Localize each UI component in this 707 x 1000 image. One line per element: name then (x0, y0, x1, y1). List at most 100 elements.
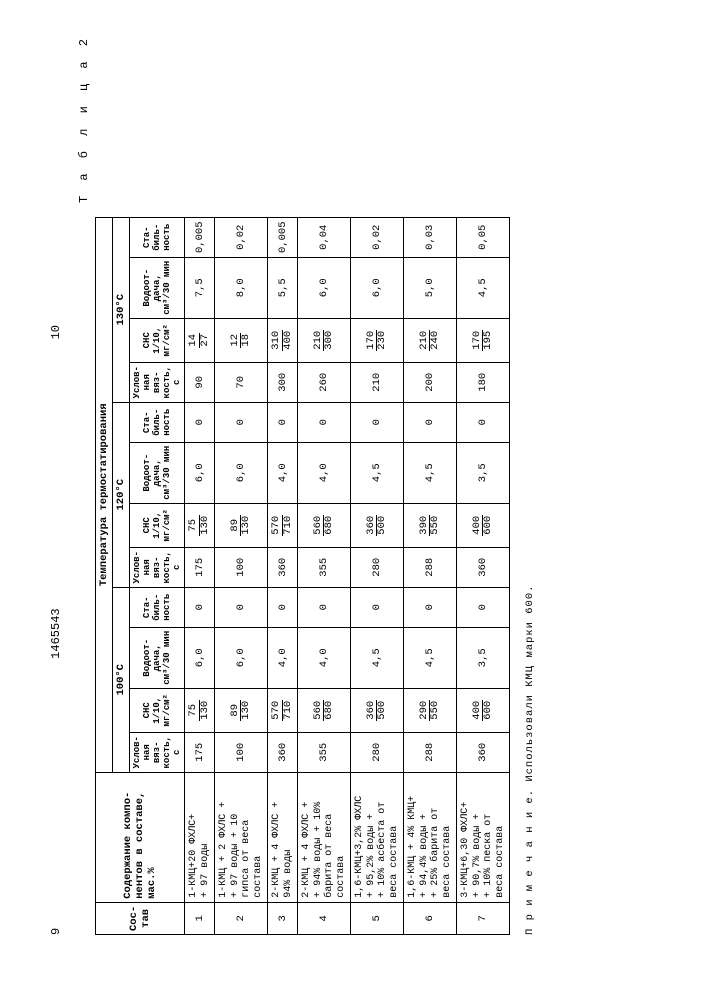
cell-uslov: 180 (456, 362, 509, 402)
cell-stab: 0,005 (267, 217, 297, 257)
col-stab: Ста- биль- ность (129, 587, 184, 627)
cell-uslov: 100 (214, 732, 267, 772)
cell-stab: 0 (403, 402, 456, 442)
col-uslov: Услов- ная вяз- кость, с (129, 547, 184, 587)
cell-uslov: 360 (267, 547, 297, 587)
fraction: 170195 (471, 330, 493, 351)
fraction: 210300 (312, 330, 334, 351)
row-desc: 1-КМЦ+20 ФХЛС+ + 97 воды (184, 772, 214, 902)
cell-chc: 89130 (214, 688, 267, 732)
cell-stab: 0,03 (403, 217, 456, 257)
cell-chc: 75130 (184, 503, 214, 547)
row-number: 2 (214, 902, 267, 934)
fraction: 360500 (365, 515, 387, 536)
cell-uslov: 280 (350, 732, 403, 772)
col-soderzh: Содержание компо- нентов в составе, мас.… (95, 772, 184, 902)
fraction: 390550 (418, 515, 440, 536)
cell-vodo: 4,0 (297, 442, 350, 503)
fraction: 310400 (271, 330, 293, 351)
cell-uslov: 288 (403, 732, 456, 772)
row-desc: 3-КМЦ+6,30 ФХЛС+ + 90,7% воды + + 10% пе… (456, 772, 509, 902)
fraction: 400600 (471, 700, 493, 721)
cell-chc: 75130 (184, 688, 214, 732)
cell-stab: 0 (214, 587, 267, 627)
col-chc: СНС 1/10, мг/см² (129, 503, 184, 547)
footnote: П р и м е ч а н и е. Использовали КМЦ ма… (524, 35, 536, 935)
cell-chc: 400600 (456, 688, 509, 732)
cell-vodo: 6,0 (214, 627, 267, 688)
cell-stab: 0 (297, 402, 350, 442)
cell-uslov: 70 (214, 362, 267, 402)
cell-chc: 560680 (297, 503, 350, 547)
fraction: 89130 (229, 515, 251, 536)
cell-vodo: 6,0 (297, 257, 350, 318)
col-temp: Температура термостатирования (95, 217, 112, 772)
cell-vodo: 6,0 (214, 442, 267, 503)
cell-uslov: 280 (350, 547, 403, 587)
right-page-no: 10 (49, 325, 63, 339)
table-row: 73-КМЦ+6,30 ФХЛС+ + 90,7% воды + + 10% п… (456, 217, 509, 934)
cell-vodo: 4,5 (350, 442, 403, 503)
left-page-no: 9 (49, 928, 63, 935)
fraction: 210240 (418, 330, 440, 351)
cell-uslov: 100 (214, 547, 267, 587)
table-row: 11-КМЦ+20 ФХЛС+ + 97 воды175751306,00175… (184, 217, 214, 934)
cell-uslov: 360 (456, 732, 509, 772)
fraction: 570710 (271, 700, 293, 721)
cell-chc: 360500 (350, 688, 403, 732)
cell-stab: 0 (456, 587, 509, 627)
table-title: Т а б л и ц а 2 (77, 35, 91, 935)
col-vodo: Водоот- дача, см³/30 мин (129, 257, 184, 318)
cell-vodo: 4,5 (350, 627, 403, 688)
cell-chc: 210240 (403, 318, 456, 362)
cell-uslov: 355 (297, 732, 350, 772)
cell-chc: 310400 (267, 318, 297, 362)
fraction: 75130 (188, 515, 210, 536)
row-number: 5 (350, 902, 403, 934)
cell-vodo: 6,0 (350, 257, 403, 318)
data-table: Сос- тав Содержание компо- нентов в сост… (95, 217, 510, 935)
cell-chc: 89130 (214, 503, 267, 547)
cell-vodo: 6,0 (184, 627, 214, 688)
cell-chc: 210300 (297, 318, 350, 362)
cell-stab: 0 (350, 587, 403, 627)
cell-uslov: 260 (297, 362, 350, 402)
cell-uslov: 360 (267, 732, 297, 772)
row-desc: 2-КМЦ + 4 ФХЛС + + 94% воды + 10% барита… (297, 772, 350, 902)
cell-stab: 0 (456, 402, 509, 442)
cell-uslov: 300 (267, 362, 297, 402)
col-stab: Ста- биль- ность (129, 402, 184, 442)
fraction: 360500 (365, 700, 387, 721)
cell-chc: 400600 (456, 503, 509, 547)
table-row: 32-КМЦ + 4 ФХЛС + 94% воды3605707104,003… (267, 217, 297, 934)
fraction: 290550 (418, 700, 440, 721)
col-uslov: Услов- ная вяз- кость, с (129, 732, 184, 772)
cell-stab: 0,005 (184, 217, 214, 257)
cell-vodo: 4,5 (403, 627, 456, 688)
fraction: 89130 (229, 700, 251, 721)
cell-stab: 0 (297, 587, 350, 627)
row-desc: 1,6-КМЦ+3,2% ФХЛС + 95,2% воды + + 10% а… (350, 772, 403, 902)
cell-stab: 0,02 (350, 217, 403, 257)
col-stab: Ста- биль- ность (129, 217, 184, 257)
row-number: 1 (184, 902, 214, 934)
cell-vodo: 4,0 (267, 442, 297, 503)
table-row: 51,6-КМЦ+3,2% ФХЛС + 95,2% воды + + 10% … (350, 217, 403, 934)
cell-vodo: 4,5 (403, 442, 456, 503)
cell-chc: 170195 (456, 318, 509, 362)
cell-chc: 560680 (297, 688, 350, 732)
cell-uslov: 210 (350, 362, 403, 402)
col-t100: 100°С (112, 587, 129, 772)
cell-stab: 0 (184, 402, 214, 442)
cell-uslov: 200 (403, 362, 456, 402)
col-chc: СНС 1/10, мг/см² (129, 318, 184, 362)
fraction: 1427 (188, 333, 210, 348)
cell-uslov: 360 (456, 547, 509, 587)
fraction: 1218 (229, 333, 251, 348)
cell-chc: 1218 (214, 318, 267, 362)
col-vodo: Водоот- дача, см³/30 мин (129, 442, 184, 503)
cell-uslov: 90 (184, 362, 214, 402)
cell-uslov: 175 (184, 547, 214, 587)
cell-vodo: 4,5 (456, 257, 509, 318)
row-desc: 1-КМЦ + 2 ФХЛС + + 97 воды + 10 гипса от… (214, 772, 267, 902)
